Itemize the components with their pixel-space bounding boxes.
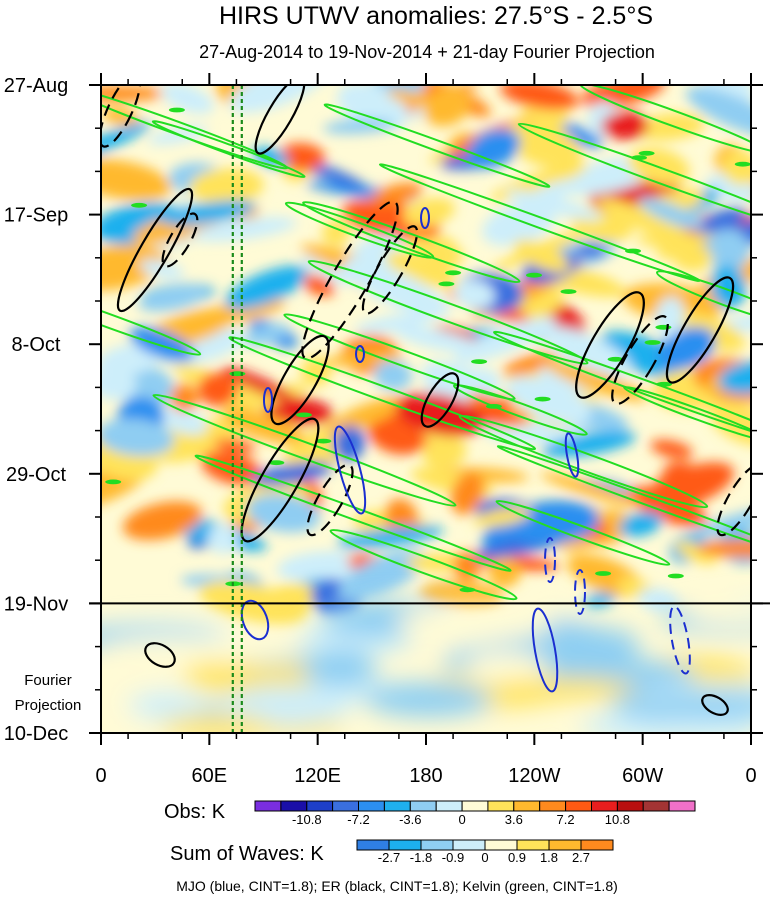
colorbar-swatch	[643, 801, 669, 811]
colorbar-swatch	[333, 801, 359, 811]
projection-anomaly-cell	[395, 606, 552, 643]
footnote: MJO (blue, CINT=1.8); ER (black, CINT=1.…	[176, 878, 618, 894]
colorbar-swatch	[389, 840, 421, 850]
colorbar-swatch	[566, 801, 592, 811]
x-tick-label: 120E	[294, 765, 341, 787]
kelvin-contour-small	[668, 574, 684, 579]
colorbar-tick-label: 7.2	[557, 812, 575, 827]
projection-anomaly-cell	[303, 649, 377, 686]
waves-colorbar: -2.7 -1.8 -0.9 0 0.9 1.8 2.7	[357, 840, 613, 865]
colorbar-tick-label: 0	[458, 812, 465, 827]
colorbar-swatch	[359, 801, 385, 811]
y-tick-label: 27-Aug	[4, 75, 69, 97]
colorbar-swatch	[421, 840, 453, 850]
kelvin-contour-small	[169, 108, 185, 113]
colorbar-swatch	[581, 840, 613, 850]
x-axis-labels: 0 60E 120E 180 120W 60W 0	[95, 765, 756, 787]
projection-anomaly-cell	[364, 682, 492, 716]
colorbar-swatch	[307, 801, 333, 811]
projection-anomaly-cell	[546, 628, 638, 654]
colorbar-swatch	[410, 801, 436, 811]
colorbar-swatch	[485, 840, 517, 850]
kelvin-contour-small	[639, 151, 655, 156]
projection-anomaly-cell	[486, 678, 637, 700]
colorbar-tick-label: 0.9	[508, 850, 526, 865]
obs-legend-label: Obs: K	[164, 801, 226, 823]
plot-area	[17, 48, 770, 745]
colorbar-swatch	[514, 801, 540, 811]
colorbar-swatch	[462, 801, 488, 811]
kelvin-contour-small	[131, 203, 147, 208]
colorbar-tick-label: 2.7	[572, 850, 590, 865]
colorbar-swatch	[384, 801, 410, 811]
waves-legend-label: Sum of Waves: K	[170, 843, 324, 865]
colorbar-swatch	[592, 801, 618, 811]
kelvin-contour-small	[445, 270, 461, 275]
kelvin-contour-small	[561, 289, 577, 294]
colorbar-swatch	[669, 801, 695, 811]
projection-anomaly-cell	[102, 637, 237, 656]
projection-anomaly-cell	[129, 692, 207, 719]
colorbar-tick-label: 3.6	[505, 812, 523, 827]
x-tick-label: 60W	[622, 765, 663, 787]
kelvin-contour-small	[526, 273, 542, 278]
colorbar-swatch	[517, 840, 549, 850]
x-tick-label: 180	[409, 765, 442, 787]
colorbar-tick-label: 10.8	[605, 812, 630, 827]
colorbar-tick-label: -1.8	[410, 850, 432, 865]
colorbar-tick-label: 0	[481, 850, 488, 865]
y-axis-labels: 27-Aug 17-Sep 8-Oct 29-Oct 19-Nov 10-Dec	[4, 75, 69, 745]
projection-label-line1: Fourier	[24, 672, 72, 689]
kelvin-contour-small	[471, 359, 487, 364]
colorbar-swatch	[549, 840, 581, 850]
y-tick-label: 17-Sep	[4, 205, 69, 227]
kelvin-contour-small	[645, 340, 661, 345]
colorbar-swatch	[357, 840, 389, 850]
y-tick-label: 29-Oct	[6, 464, 66, 486]
kelvin-contour-small	[625, 249, 641, 254]
kelvin-contour-small	[296, 413, 312, 418]
kelvin-contour-small	[105, 480, 121, 485]
y-tick-label: 19-Nov	[4, 593, 68, 615]
x-tick-label: 0	[745, 765, 756, 787]
kelvin-contour-small	[735, 162, 751, 167]
x-tick-label: 0	[95, 765, 106, 787]
colorbar-tick-label: 1.8	[540, 850, 558, 865]
y-tick-label: 10-Dec	[4, 723, 68, 745]
colorbar-tick-label: -7.2	[347, 812, 369, 827]
colorbar-swatch	[488, 801, 514, 811]
chart-title: HIRS UTWV anomalies: 27.5°S - 2.5°S	[219, 2, 653, 30]
y-tick-label: 8-Oct	[12, 334, 61, 356]
colorbar-swatch	[453, 840, 485, 850]
colorbar-swatch	[540, 801, 566, 811]
kelvin-contour-small	[631, 155, 647, 160]
colorbar-tick-label: -0.9	[442, 850, 464, 865]
x-tick-label: 60E	[192, 765, 228, 787]
colorbar-swatch	[281, 801, 307, 811]
kelvin-contour-small	[486, 404, 502, 409]
colorbar-swatch	[617, 801, 643, 811]
chart-subtitle: 27-Aug-2014 to 19-Nov-2014 + 21-day Four…	[199, 42, 655, 62]
colorbar-tick-label: -3.6	[399, 812, 421, 827]
colorbar-swatch	[255, 801, 281, 811]
kelvin-contour-small	[655, 325, 671, 330]
colorbar-tick-label: -2.7	[378, 850, 400, 865]
projection-label-line2: Projection	[15, 697, 82, 714]
kelvin-contour-small	[595, 571, 611, 576]
colorbar-tick-label: -10.8	[292, 812, 322, 827]
kelvin-contour-small	[535, 397, 551, 402]
kelvin-contour-small	[460, 587, 476, 592]
colorbar-swatch	[436, 801, 462, 811]
obs-colorbar: -10.8 -7.2 -3.6 0 3.6 7.2 10.8	[255, 801, 695, 827]
kelvin-contour-small	[438, 282, 454, 287]
x-tick-label: 120W	[508, 765, 560, 787]
